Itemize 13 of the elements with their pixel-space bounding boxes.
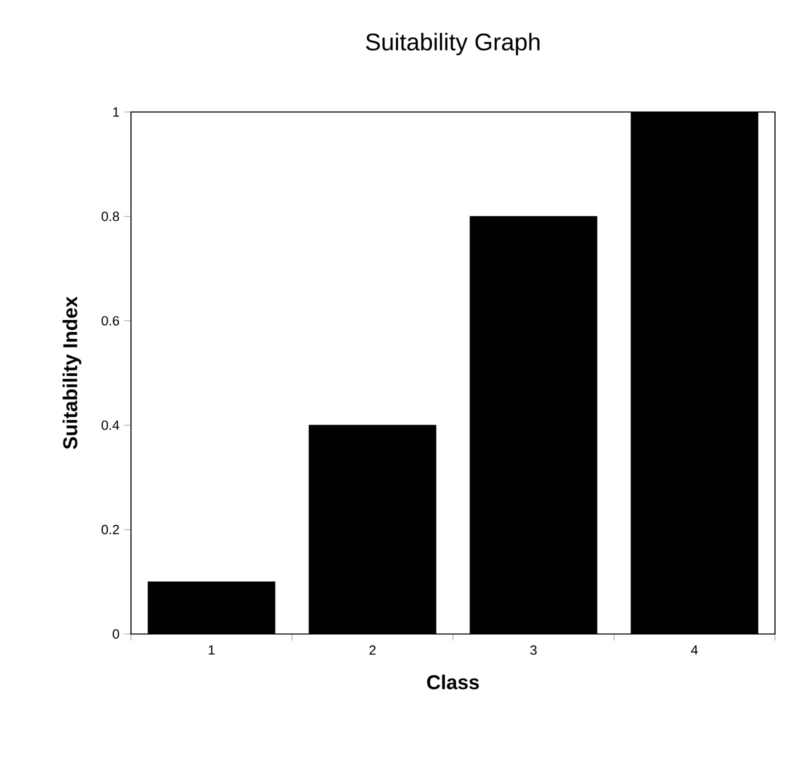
y-axis-title: Suitability Index (62, 296, 82, 450)
y-tick-label: 0.4 (102, 420, 120, 430)
x-tick-label: 1 (208, 645, 215, 655)
x-tick-label: 2 (369, 645, 376, 655)
y-tick-label: 0.2 (102, 524, 119, 534)
x-tick-label: 4 (691, 645, 698, 655)
y-tick-label: 0.8 (102, 212, 120, 222)
chart-title: Suitability Graph (366, 32, 540, 56)
y-tick-label: 1 (113, 107, 119, 117)
y-tick-label: 0 (112, 629, 120, 639)
x-tick-label: 3 (530, 645, 537, 655)
x-axis-title: Class (427, 674, 479, 690)
y-tick-label: 0.6 (102, 316, 120, 326)
